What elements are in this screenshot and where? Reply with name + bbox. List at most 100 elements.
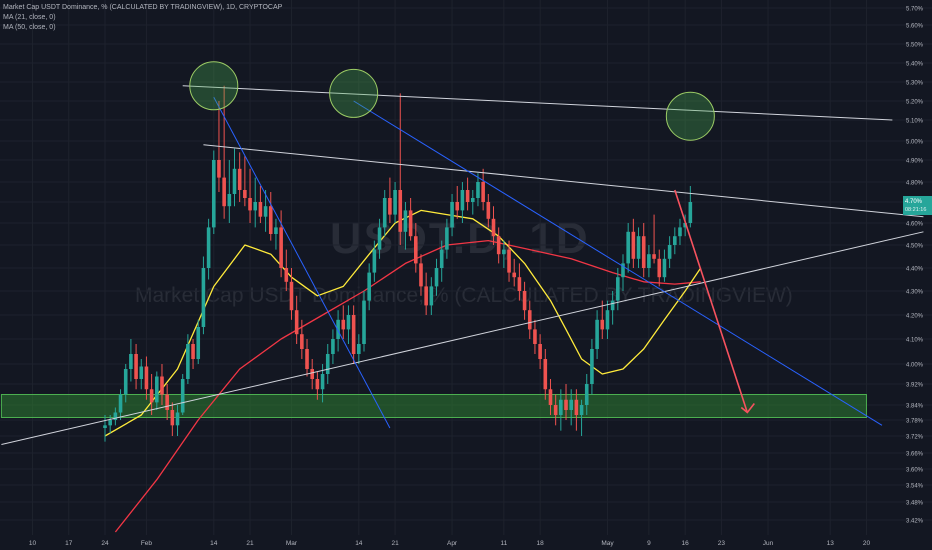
candle-body <box>357 344 361 354</box>
candle-body <box>502 249 506 255</box>
time-axis-label: 24 <box>101 540 109 547</box>
candle-body <box>113 412 118 420</box>
candle-body <box>574 399 579 415</box>
candle-body <box>605 310 610 330</box>
candle-body <box>408 210 413 237</box>
chart-legend: Market Cap USDT Dominance, % (CALCULATED… <box>3 3 282 33</box>
price-tag-background <box>903 196 932 215</box>
candle-body <box>631 231 636 259</box>
price-axis-label: 5.00% <box>906 140 924 146</box>
rising-support-line <box>1 231 924 445</box>
candle-body <box>315 379 320 390</box>
time-axis-label: May <box>601 540 614 547</box>
price-axis-label: 5.20% <box>906 100 924 106</box>
price-axis-label: 3.60% <box>906 468 924 474</box>
price-axis-label: 4.30% <box>906 290 924 296</box>
candle-body <box>569 399 573 410</box>
time-axis-label: Jun <box>763 540 774 547</box>
candle-body <box>517 277 522 291</box>
candle-body <box>455 202 460 211</box>
candle-body <box>180 379 185 413</box>
candle-body <box>139 366 144 379</box>
candle-body <box>144 366 149 390</box>
candle-body <box>103 425 107 428</box>
price-axis-label: 4.90% <box>906 159 924 165</box>
last-price-tag: 4.70% 08:21:16 <box>903 196 932 215</box>
forecast-arrow <box>674 189 749 413</box>
candle-body <box>527 310 532 330</box>
time-axis-label: 21 <box>391 540 399 547</box>
candle-body <box>175 412 180 426</box>
candle-body <box>621 263 625 278</box>
price-tag-countdown: 08:21:16 <box>905 207 926 213</box>
candle-body <box>186 344 190 379</box>
price-axis-label: 3.78% <box>906 419 924 425</box>
candle-body <box>533 329 537 344</box>
candle-body <box>673 236 677 245</box>
candle-body <box>201 268 206 327</box>
price-axis-label: 4.80% <box>906 181 924 187</box>
candle-body <box>403 210 408 232</box>
time-axis-label: Feb <box>141 540 153 547</box>
price-axis-label: 5.60% <box>906 24 924 30</box>
candle-body <box>305 349 309 369</box>
time-axis-label: 17 <box>65 540 73 547</box>
price-axis-label: 3.42% <box>906 519 924 525</box>
candle-body <box>559 399 563 415</box>
highlight-circle <box>329 68 379 118</box>
legend-symbol[interactable]: Market Cap USDT Dominance, % (CALCULATED… <box>3 4 283 11</box>
candle-body <box>460 190 465 211</box>
candle-body <box>325 354 330 374</box>
candle-body <box>667 245 672 259</box>
time-axis-label: 13 <box>827 540 835 547</box>
grid <box>0 0 932 535</box>
candle-body <box>300 334 304 349</box>
candle-body <box>372 249 377 273</box>
candle-body <box>388 198 392 215</box>
candle-body <box>165 394 169 410</box>
time-axis-label: 11 <box>500 540 507 547</box>
support-zone-layer <box>0 394 867 418</box>
candle-body <box>284 268 289 282</box>
price-axis-label: 5.10% <box>906 119 924 125</box>
time-axis-label: Mar <box>286 540 298 547</box>
time-axis-label: Apr <box>447 540 458 547</box>
price-axis-label: 4.10% <box>906 338 924 344</box>
candle-body <box>419 263 423 287</box>
candle-body <box>346 315 351 330</box>
price-axis: 5.70% 5.60% 5.50% 5.40% 5.30% 5.20% 5.10% 5.00%… <box>906 7 924 525</box>
candle-body <box>590 349 594 384</box>
candle-body <box>382 198 387 228</box>
candle-body <box>657 258 662 278</box>
candle-body <box>129 354 133 369</box>
time-axis-label: 23 <box>718 540 726 547</box>
candle-body <box>258 202 263 217</box>
candle-body <box>678 227 682 237</box>
candle-body <box>274 227 278 234</box>
upper-resistance-line <box>182 85 893 121</box>
candle-body <box>486 202 491 219</box>
ma21-line <box>104 209 702 437</box>
candle-body <box>626 231 630 264</box>
candle-body <box>507 249 511 273</box>
mid-resistance-line <box>203 144 924 218</box>
candle-body <box>393 190 397 215</box>
candle-body <box>320 374 325 390</box>
price-axis-label: 5.70% <box>906 7 924 13</box>
candle-body <box>155 376 159 403</box>
highlight-circle <box>189 61 239 111</box>
candle-body <box>584 384 589 405</box>
legend-ma21[interactable]: MA (21, close, 0) <box>3 14 56 21</box>
legend-ma50[interactable]: MA (50, close, 0) <box>3 24 56 31</box>
candle-body <box>310 369 314 379</box>
candle-body <box>377 227 382 250</box>
candle-body <box>579 405 584 415</box>
candle-body <box>636 236 641 259</box>
blue-trendline-right <box>353 100 883 426</box>
candle-body <box>331 339 335 354</box>
candle-body <box>160 376 164 395</box>
price-axis-label: 3.48% <box>906 501 924 507</box>
price-axis-label: 3.92% <box>906 383 924 389</box>
